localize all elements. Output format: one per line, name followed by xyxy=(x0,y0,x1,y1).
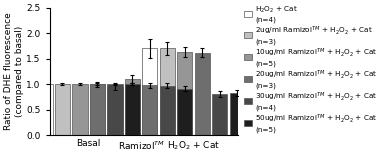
Bar xyxy=(107,84,123,135)
Bar xyxy=(90,84,105,135)
Y-axis label: Ratio of DHE fluorescence
(compared to basal): Ratio of DHE fluorescence (compared to b… xyxy=(4,12,24,130)
Bar xyxy=(177,89,193,135)
Bar xyxy=(160,49,175,135)
Bar xyxy=(90,84,105,135)
Bar xyxy=(55,84,70,135)
Bar xyxy=(177,52,193,135)
Bar xyxy=(142,49,157,135)
Bar xyxy=(37,84,52,135)
Bar xyxy=(72,84,88,135)
Bar xyxy=(124,79,140,135)
Bar xyxy=(212,94,228,135)
Bar xyxy=(142,85,157,135)
Bar xyxy=(195,53,210,135)
Legend: H$_2$O$_2$ + Cat
(n=4), 2ug/ml Ramizol$^{TM}$ + H$_2$O$_2$ + Cat
(n=3), 10ug/ml : H$_2$O$_2$ + Cat (n=4), 2ug/ml Ramizol$^… xyxy=(244,5,378,133)
Bar xyxy=(229,93,245,135)
Bar xyxy=(107,87,123,135)
Bar xyxy=(124,84,140,135)
Bar xyxy=(160,86,175,135)
